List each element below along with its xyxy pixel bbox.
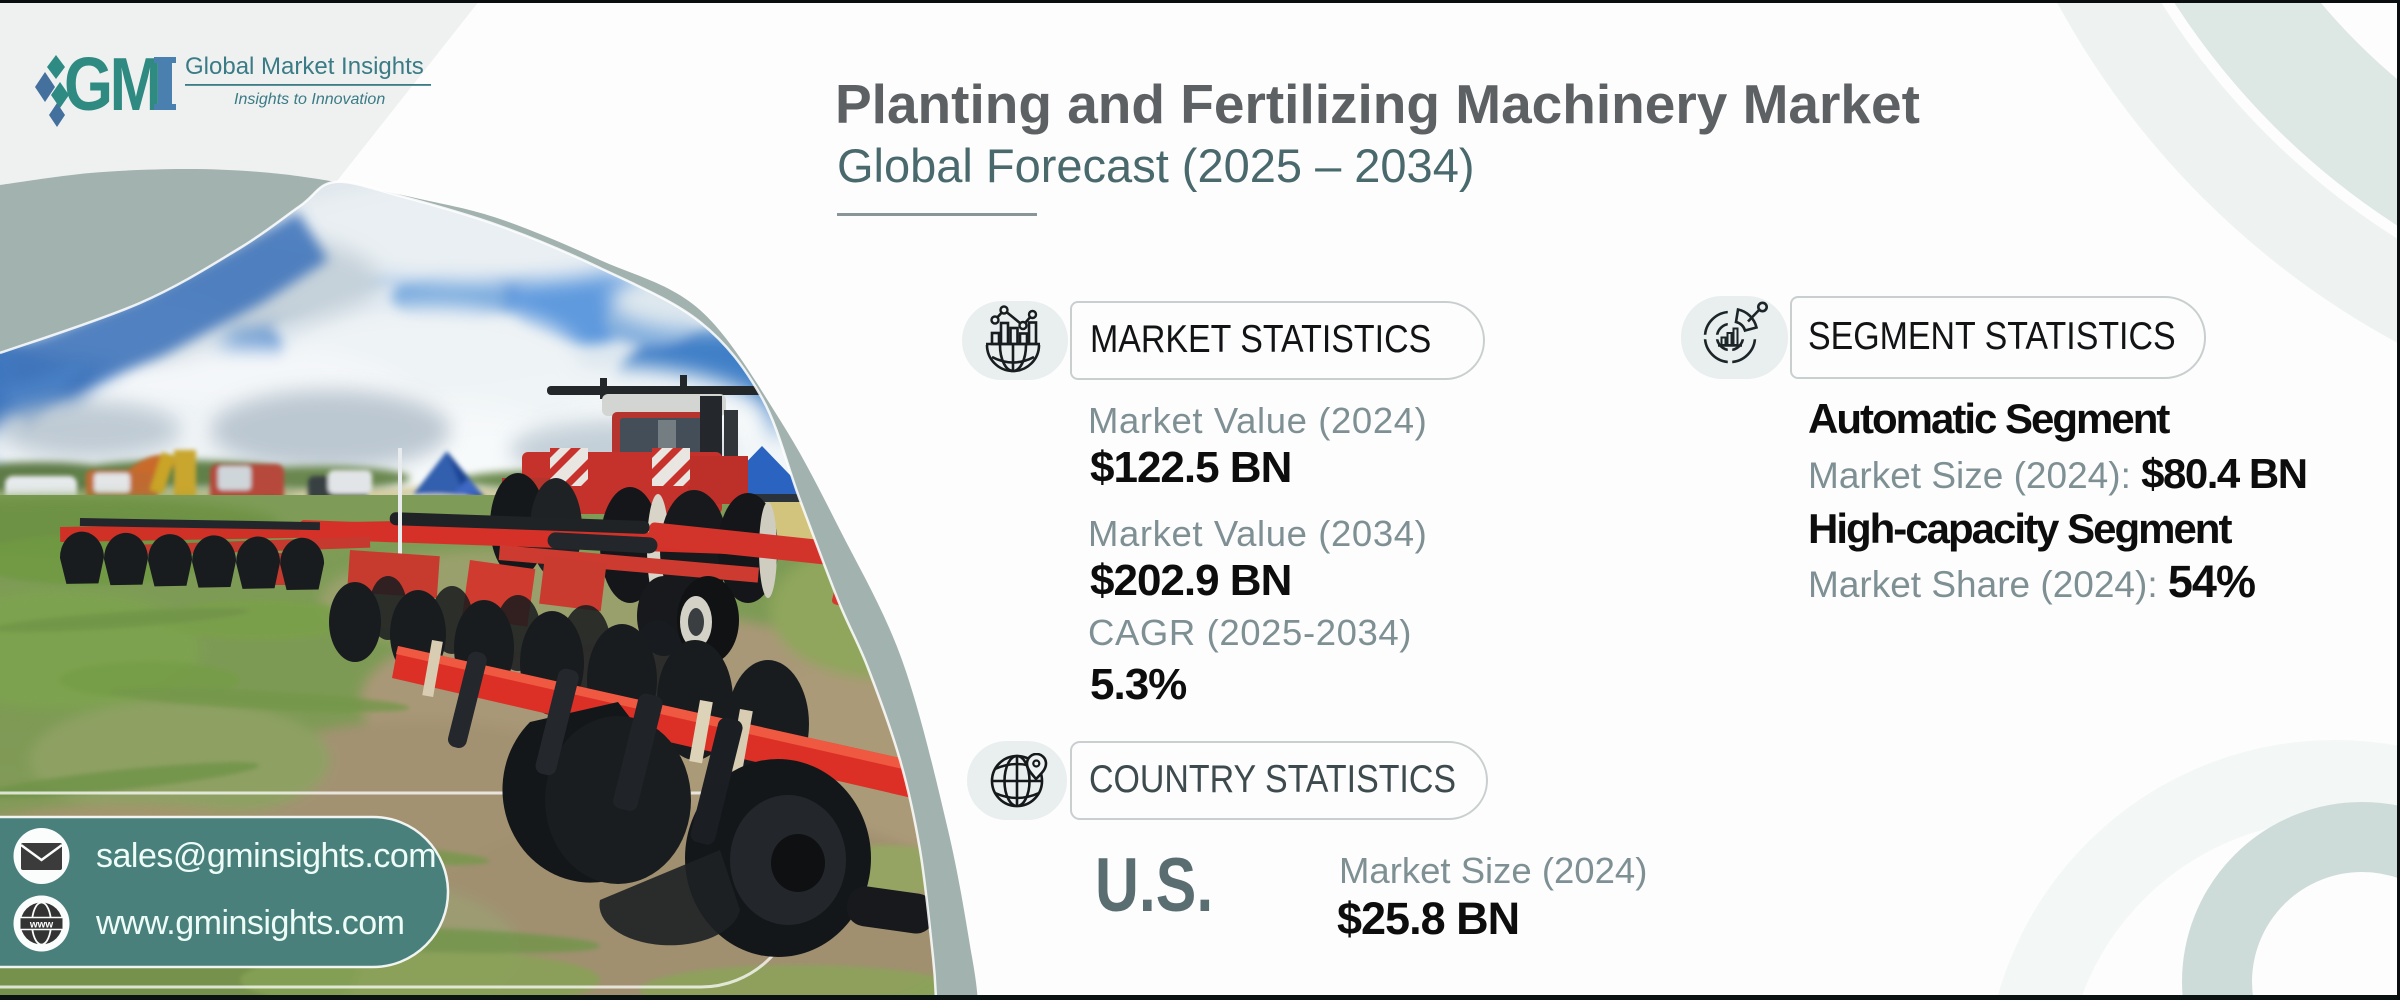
svg-text:www: www [29, 920, 54, 931]
svg-text:Global Market Insights: Global Market Insights [185, 53, 424, 80]
svg-text:Insights to Innovation: Insights to Innovation [234, 91, 385, 108]
svg-text:GM: GM [64, 42, 159, 126]
svg-text:sales@gminsights.com: sales@gminsights.com [96, 837, 436, 875]
svg-text:www.gminsights.com: www.gminsights.com [95, 904, 404, 942]
